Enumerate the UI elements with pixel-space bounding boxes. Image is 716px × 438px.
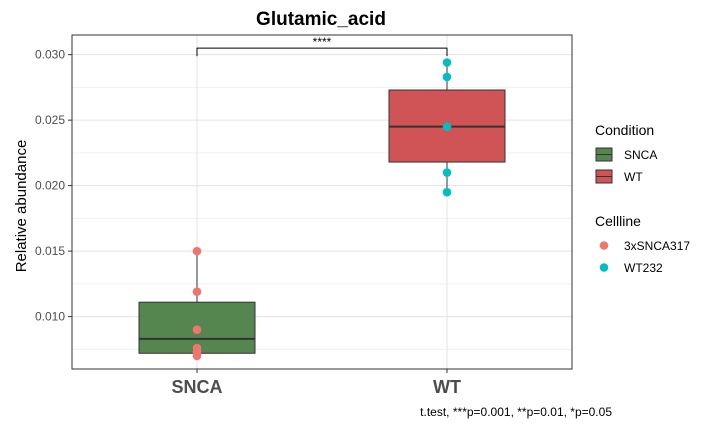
x-tick-label: SNCA	[171, 377, 222, 397]
legend-item-label: 3xSNCA317	[624, 239, 690, 253]
data-point	[442, 168, 452, 177]
y-tick-label: 0.025	[35, 113, 65, 127]
boxes	[138, 62, 506, 356]
legend-key-point	[599, 241, 609, 250]
legend-title: Cellline	[595, 213, 641, 229]
data-point	[442, 187, 452, 197]
chart-title: Glutamic_acid	[256, 9, 386, 30]
data-point	[442, 72, 452, 82]
y-tick-label: 0.030	[35, 48, 65, 62]
significance-bracket: ****	[196, 35, 448, 57]
legend-item-label: WT	[624, 170, 643, 184]
legend-item-label: SNCA	[624, 148, 657, 162]
bracket-line	[196, 47, 448, 57]
significance-label: ****	[313, 35, 332, 49]
data-point	[442, 122, 452, 131]
legend-condition: Condition SNCA WT	[595, 122, 657, 184]
y-axis-ticks: 0.010 0.015 0.020 0.025 0.030	[35, 48, 72, 324]
data-point	[442, 58, 452, 67]
data-point	[192, 325, 202, 335]
y-tick-label: 0.020	[35, 179, 65, 193]
test-footnote: t.test, ***p=0.001, **p=0.01, *p=0.05	[420, 405, 612, 419]
data-point	[192, 246, 202, 256]
x-axis-ticks: SNCA WT	[171, 369, 461, 397]
data-point	[192, 351, 202, 361]
data-points	[192, 58, 452, 361]
y-axis-label: Relative abundance	[13, 140, 30, 273]
y-tick-label: 0.015	[35, 244, 65, 258]
legend: Condition SNCA WT Cellline 3xSNCA317 WT232	[595, 122, 690, 275]
x-tick-label: WT	[433, 377, 461, 397]
legend-key-point	[599, 263, 609, 272]
legend-item-label: WT232	[624, 261, 663, 275]
data-point	[192, 287, 202, 297]
plot-panel-border	[71, 34, 573, 370]
y-tick-label: 0.010	[35, 310, 65, 324]
box-snca	[138, 251, 256, 356]
legend-title: Condition	[595, 122, 654, 138]
legend-cellline: Cellline 3xSNCA317 WT232	[595, 213, 690, 275]
